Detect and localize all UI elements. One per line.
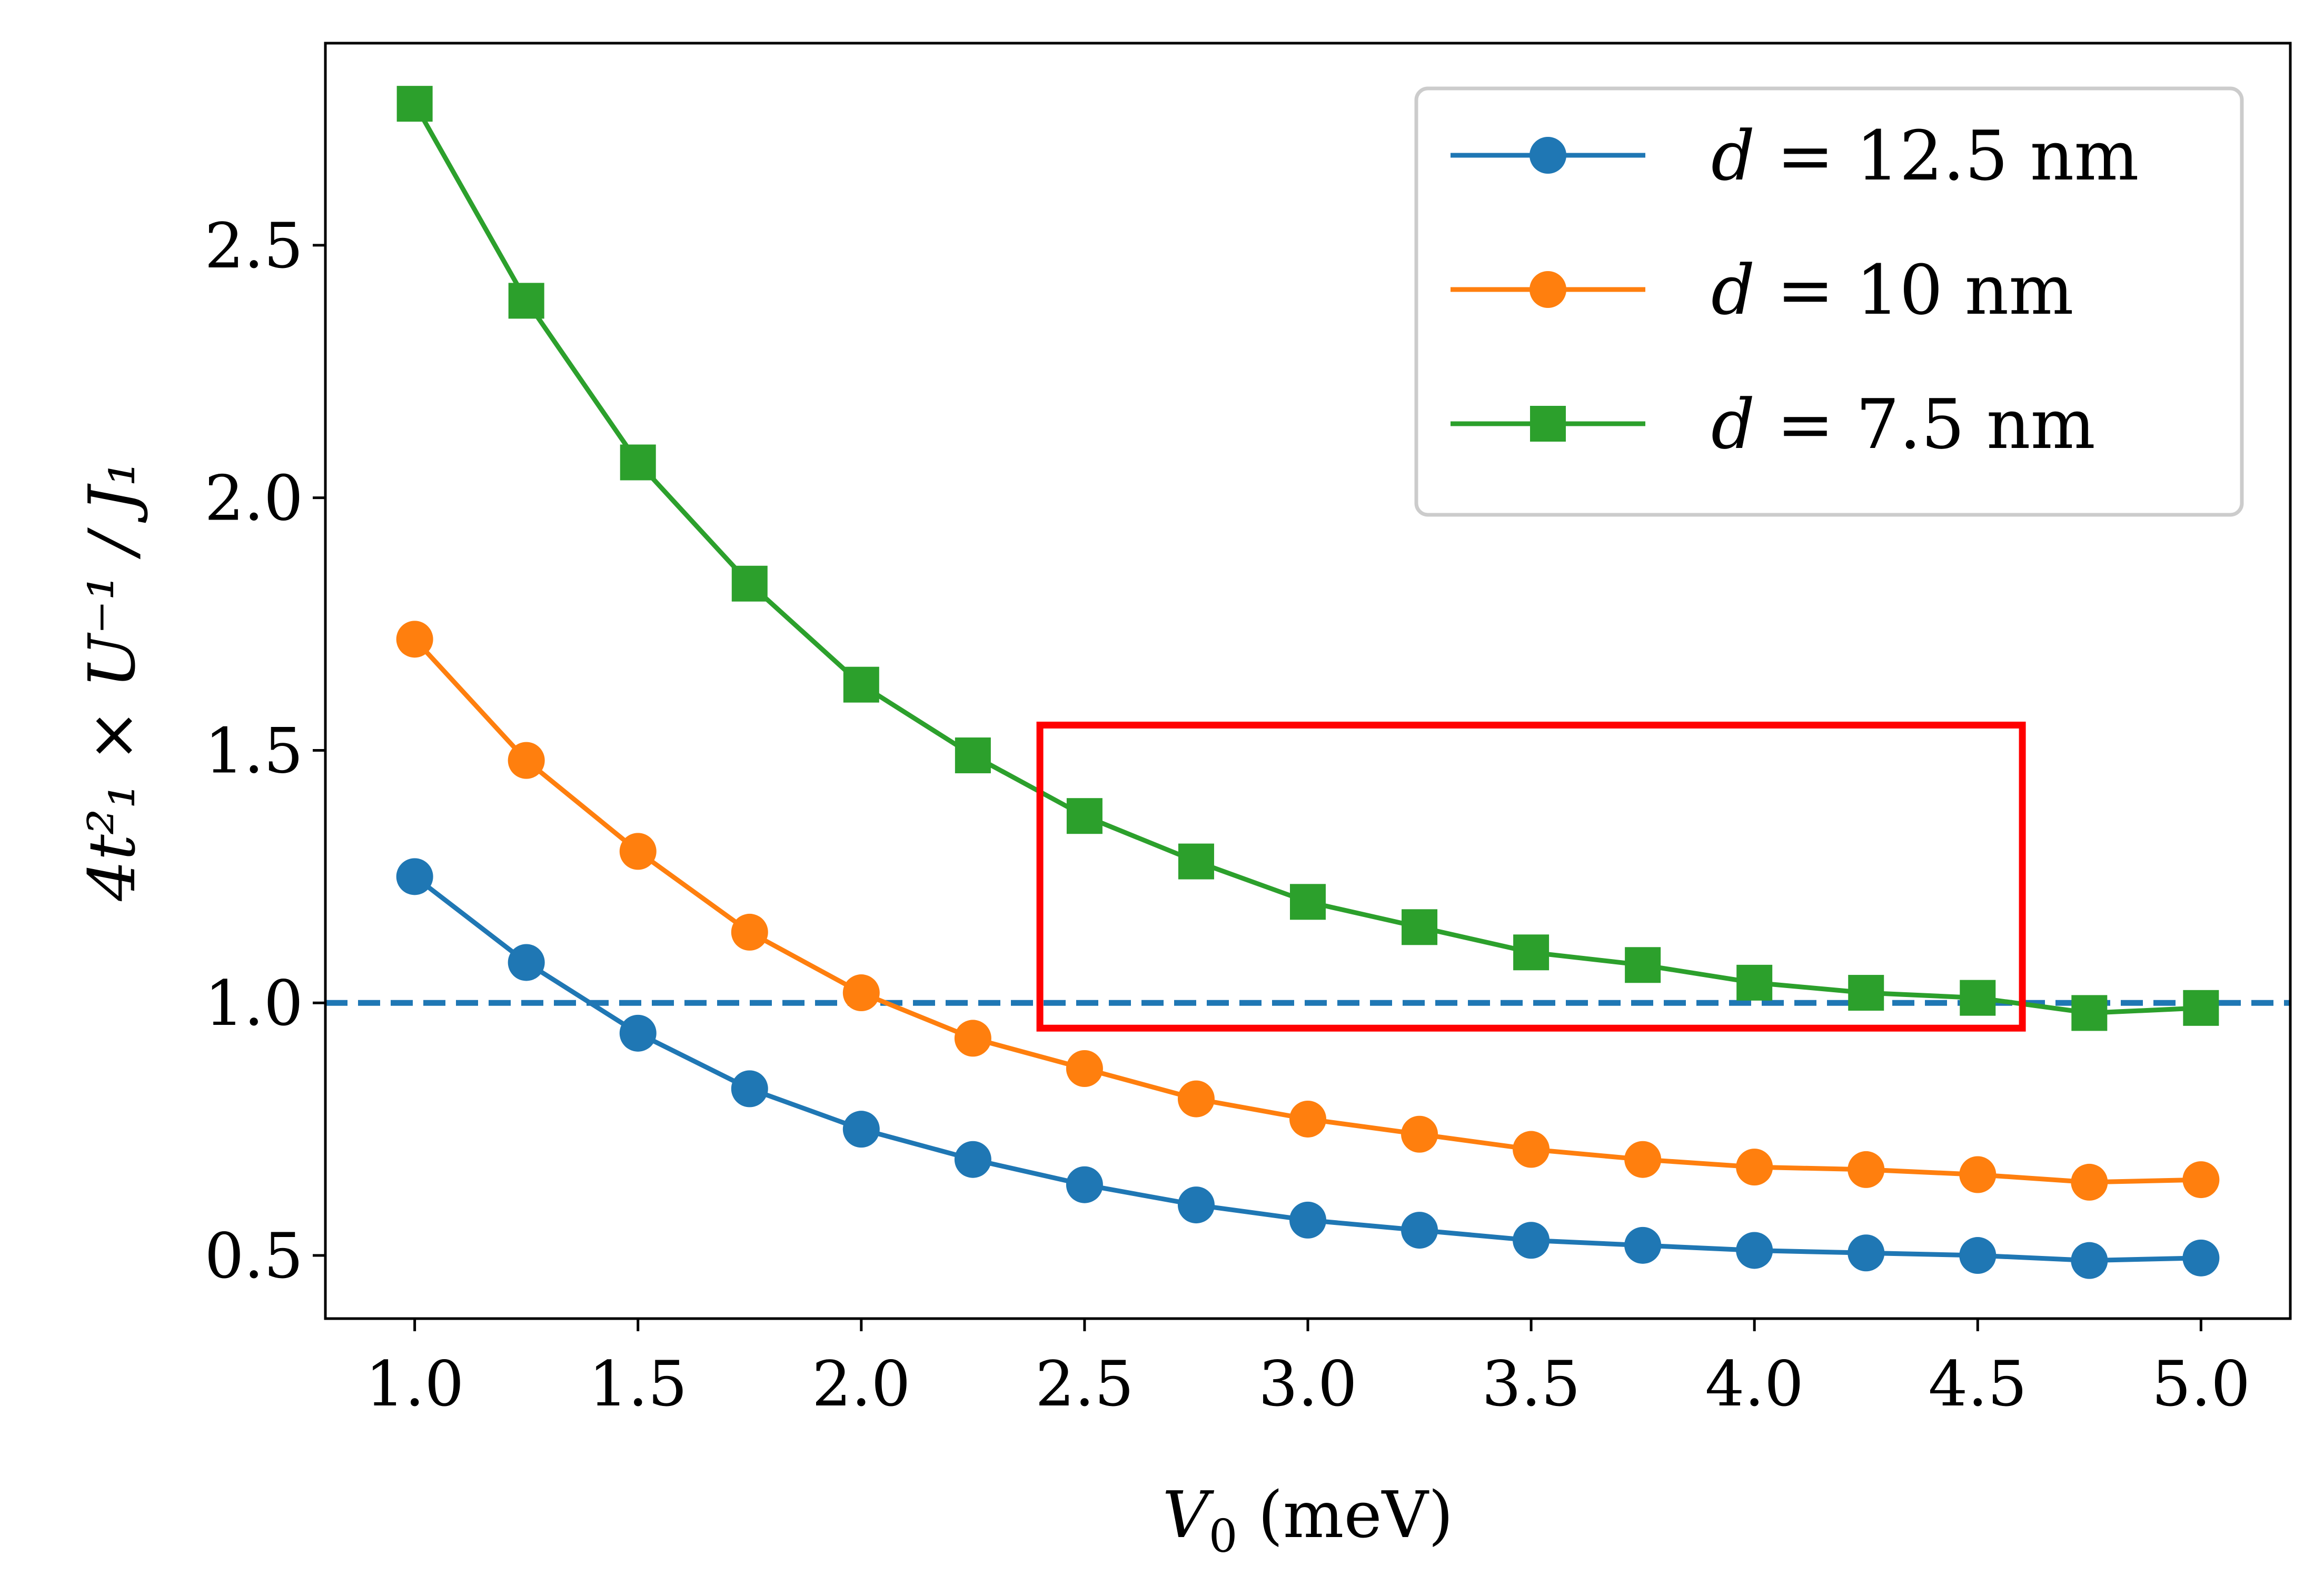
series-2-point-13 [1848, 975, 1884, 1011]
series-1-point-14 [1959, 1156, 1997, 1193]
series-0-point-11 [1624, 1226, 1662, 1264]
series-0-point-5 [954, 1141, 991, 1178]
series-1-point-3 [731, 913, 768, 951]
series-0-point-8 [1289, 1201, 1326, 1239]
legend-frame [1414, 86, 2244, 517]
series-2-point-8 [1290, 884, 1326, 920]
y-tick-label: 2.0 [204, 462, 303, 535]
x-axis-title-sub: 0 [1209, 1510, 1238, 1563]
series-2-point-3 [731, 565, 768, 602]
series-2-point-5 [955, 737, 991, 774]
x-tick-label: 3.5 [1482, 1348, 1581, 1420]
series-1-point-13 [1848, 1151, 1885, 1188]
series-2-point-11 [1625, 947, 1661, 983]
series-0-point-7 [1177, 1186, 1215, 1224]
legend-marker-0 [1530, 137, 1566, 174]
series-2-point-7 [1178, 843, 1214, 880]
legend-marker-1 [1530, 271, 1566, 308]
legend-label-rest: = 12.5 nm [1755, 116, 2139, 196]
legend-label-1: d = 10 nm [1711, 250, 2074, 330]
y-tick-label: 1.0 [204, 967, 303, 1040]
series-1-point-12 [1736, 1149, 1773, 1186]
plot-content [325, 86, 2290, 1279]
x-tick-label: 1.0 [365, 1348, 464, 1420]
series-1-point-11 [1624, 1141, 1662, 1178]
series-0-point-4 [842, 1111, 880, 1148]
series-0-point-1 [508, 944, 545, 981]
series-1-point-0 [396, 621, 433, 658]
highlight-box [1036, 721, 2026, 1032]
x-axis-title-rest: (meV) [1237, 1478, 1453, 1552]
legend-label-0: d = 12.5 nm [1711, 116, 2139, 196]
series-1-point-10 [1513, 1131, 1550, 1168]
series-2-point-14 [1960, 980, 1996, 1016]
x-tick-label: 2.0 [812, 1348, 911, 1420]
legend-label-var: d [1711, 384, 1755, 464]
series-1-point-16 [2182, 1161, 2220, 1199]
series-0-point-3 [731, 1070, 768, 1108]
series-0-point-13 [1848, 1234, 1885, 1272]
series-1-point-5 [954, 1020, 991, 1057]
x-tick-label: 4.0 [1705, 1348, 1804, 1420]
x-tick-label: 5.0 [2152, 1348, 2251, 1420]
series-0-point-0 [396, 858, 433, 895]
y-tick-label: 0.5 [204, 1220, 303, 1292]
series-1-point-1 [508, 742, 545, 779]
x-axis-title: V0 (meV) [1163, 1478, 1454, 1563]
series-0-point-9 [1401, 1212, 1438, 1249]
series-0-point-10 [1513, 1222, 1550, 1259]
series-2-point-9 [1402, 909, 1438, 945]
series-2-point-15 [2071, 995, 2108, 1031]
legend-marker-2 [1530, 406, 1566, 442]
series-2-point-10 [1513, 934, 1550, 971]
legend-label-rest: = 10 nm [1755, 250, 2073, 330]
legend: d = 12.5 nmd = 10 nmd = 7.5 nm [1414, 86, 2244, 517]
series-1-point-6 [1066, 1050, 1103, 1087]
series-1-point-7 [1177, 1080, 1215, 1118]
series-0-point-12 [1736, 1232, 1773, 1269]
series-1-point-2 [619, 833, 657, 870]
plot-area [325, 86, 2290, 1279]
series-2-point-16 [2183, 990, 2219, 1026]
series-2-point-2 [620, 444, 656, 481]
y-tick-label: 2.5 [204, 210, 303, 282]
series-0-point-16 [2182, 1239, 2220, 1276]
x-tick-label: 1.5 [589, 1348, 688, 1420]
x-tick-label: 3.0 [1258, 1348, 1357, 1420]
axes: 1.0 1.5 2.0 2.5 3.0 3.5 4.0 4.5 5.0 0.5 1.0 1.5 2.0 2… [75, 42, 2292, 1563]
legend-label-2: d = 7.5 nm [1711, 384, 2095, 464]
x-axis-title-var: V [1163, 1478, 1215, 1552]
series-0-point-2 [619, 1014, 657, 1052]
series-1-point-9 [1401, 1115, 1438, 1153]
series-1-point-15 [2071, 1163, 2108, 1201]
series-0-point-15 [2071, 1242, 2108, 1279]
y-tick-label: 1.5 [204, 714, 303, 787]
series-0-point-6 [1066, 1166, 1103, 1203]
legend-label-var: d [1711, 250, 1755, 330]
series-2-point-12 [1736, 964, 1773, 1001]
series-0-point-14 [1959, 1237, 1997, 1274]
x-tick-label: 2.5 [1035, 1348, 1134, 1420]
legend-label-rest: = 7.5 nm [1755, 384, 2095, 464]
legend-label-var: d [1711, 116, 1755, 196]
series-1-point-4 [842, 974, 880, 1012]
series-1-point-8 [1289, 1100, 1326, 1138]
series-2-point-6 [1066, 798, 1103, 834]
x-tick-label: 4.5 [1928, 1348, 2027, 1420]
series-2-point-1 [508, 283, 544, 319]
series-2-point-0 [396, 86, 433, 122]
series-2-point-4 [843, 666, 879, 703]
y-axis-title: 4t²₁ × U⁻¹ / J₁ [75, 461, 150, 902]
